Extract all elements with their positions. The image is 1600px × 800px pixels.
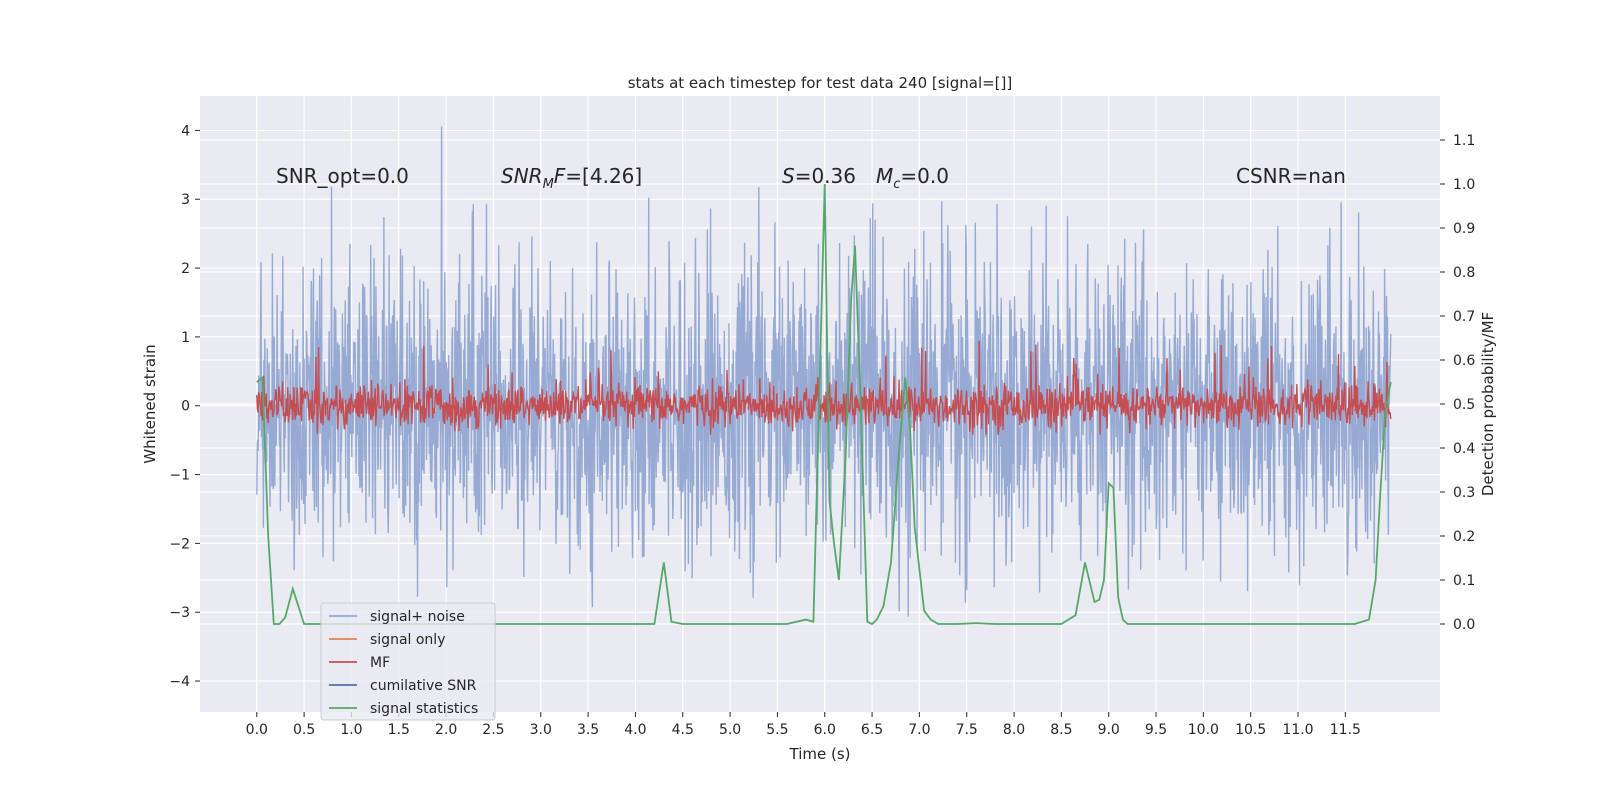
x-tick-label: 9.5 xyxy=(1145,722,1167,738)
annotation-s: S=0.36 xyxy=(782,164,856,188)
x-tick-label: 4.5 xyxy=(672,722,694,738)
x-tick-label: 5.5 xyxy=(766,722,788,738)
y2-tick-label: 0.9 xyxy=(1453,221,1475,237)
y-tick-label: −2 xyxy=(169,536,190,552)
x-tick-label: 8.0 xyxy=(1003,722,1025,738)
x-tick-label: 3.0 xyxy=(530,722,552,738)
x-tick-label: 6.5 xyxy=(861,722,883,738)
x-tick-label: 8.5 xyxy=(1050,722,1072,738)
y2-tick-label: 1.1 xyxy=(1453,133,1475,149)
legend-label-signal-only: signal only xyxy=(370,632,445,648)
x-tick-label: 3.5 xyxy=(577,722,599,738)
y2-tick-label: 0.4 xyxy=(1453,441,1475,457)
annotation-mc: Mc=0.0 xyxy=(876,164,949,192)
x-tick-label: 9.0 xyxy=(1098,722,1120,738)
y-tick-label: 0 xyxy=(181,399,190,415)
series-signal-noise-line xyxy=(256,126,1392,617)
x-tick-label: 11.5 xyxy=(1330,722,1361,738)
y-axis-label: Whitened strain xyxy=(141,344,159,463)
legend-label-cumilative-snr: cumilative SNR xyxy=(370,678,477,694)
x-tick-label: 7.5 xyxy=(956,722,978,738)
y2-tick-label: 0.3 xyxy=(1453,485,1475,501)
y-tick-label: 2 xyxy=(181,261,190,277)
x-tick-label: 1.0 xyxy=(340,722,362,738)
ticks: 0.0 0.5 1.0 1.5 2.0 2.5 3.0 3.5 4.0 4.5 5.0 5.5 6.0 6… xyxy=(169,123,1475,738)
annotation-snr-opt: SNR_opt=0.0 xyxy=(276,164,409,188)
y2-tick-label: 0.2 xyxy=(1453,529,1475,545)
x-axis-label: Time (s) xyxy=(789,745,851,763)
legend-label-mf: MF xyxy=(370,655,390,671)
x-tick-label: 0.5 xyxy=(293,722,315,738)
y-tick-label: −3 xyxy=(169,605,190,621)
y-tick-label: −4 xyxy=(169,674,190,690)
x-tick-label: 1.5 xyxy=(388,722,410,738)
y-tick-label: 4 xyxy=(181,123,190,139)
x-tick-label: 10.0 xyxy=(1188,722,1219,738)
annotation-csnr: CSNR=nan xyxy=(1236,164,1346,188)
y2-tick-label: 1.0 xyxy=(1453,177,1475,193)
legend-box xyxy=(320,602,496,721)
y2-tick-label: 0.6 xyxy=(1453,353,1475,369)
chart-title: stats at each timestep for test data 240… xyxy=(628,74,1013,92)
x-tick-label: 6.0 xyxy=(814,722,836,738)
x-tick-label: 10.5 xyxy=(1235,722,1266,738)
y2-tick-label: 0.1 xyxy=(1453,573,1475,589)
x-tick-label: 7.0 xyxy=(908,722,930,738)
y-tick-label: 1 xyxy=(181,330,190,346)
y-tick-label: −1 xyxy=(169,468,190,484)
y2-tick-label: 0.0 xyxy=(1453,617,1475,633)
legend-label-signal-statistics: signal statistics xyxy=(370,701,478,717)
y-tick-label: 3 xyxy=(181,192,190,208)
series-signal-statistics-line xyxy=(256,183,1392,626)
x-tick-label: 2.0 xyxy=(435,722,457,738)
x-tick-label: 11.0 xyxy=(1282,722,1313,738)
legend-label-signal-noise: signal+ noise xyxy=(370,609,465,625)
x-tick-label: 5.0 xyxy=(719,722,741,738)
legend: signal+ noise signal only MF cumilative … xyxy=(320,602,496,721)
y2-tick-label: 0.5 xyxy=(1453,397,1475,413)
series-mf-line xyxy=(256,340,1392,435)
x-tick-label: 4.0 xyxy=(624,722,646,738)
x-tick-label: 0.0 xyxy=(246,722,268,738)
y2-tick-label: 0.7 xyxy=(1453,309,1475,325)
y2-axis-label: Detection probability/MF xyxy=(1479,312,1497,496)
annotation-snr-mf: SNRMF=[4.26] xyxy=(501,164,642,192)
x-tick-label: 2.5 xyxy=(482,722,504,738)
series-layer xyxy=(256,126,1392,626)
y2-tick-label: 0.8 xyxy=(1453,265,1475,281)
